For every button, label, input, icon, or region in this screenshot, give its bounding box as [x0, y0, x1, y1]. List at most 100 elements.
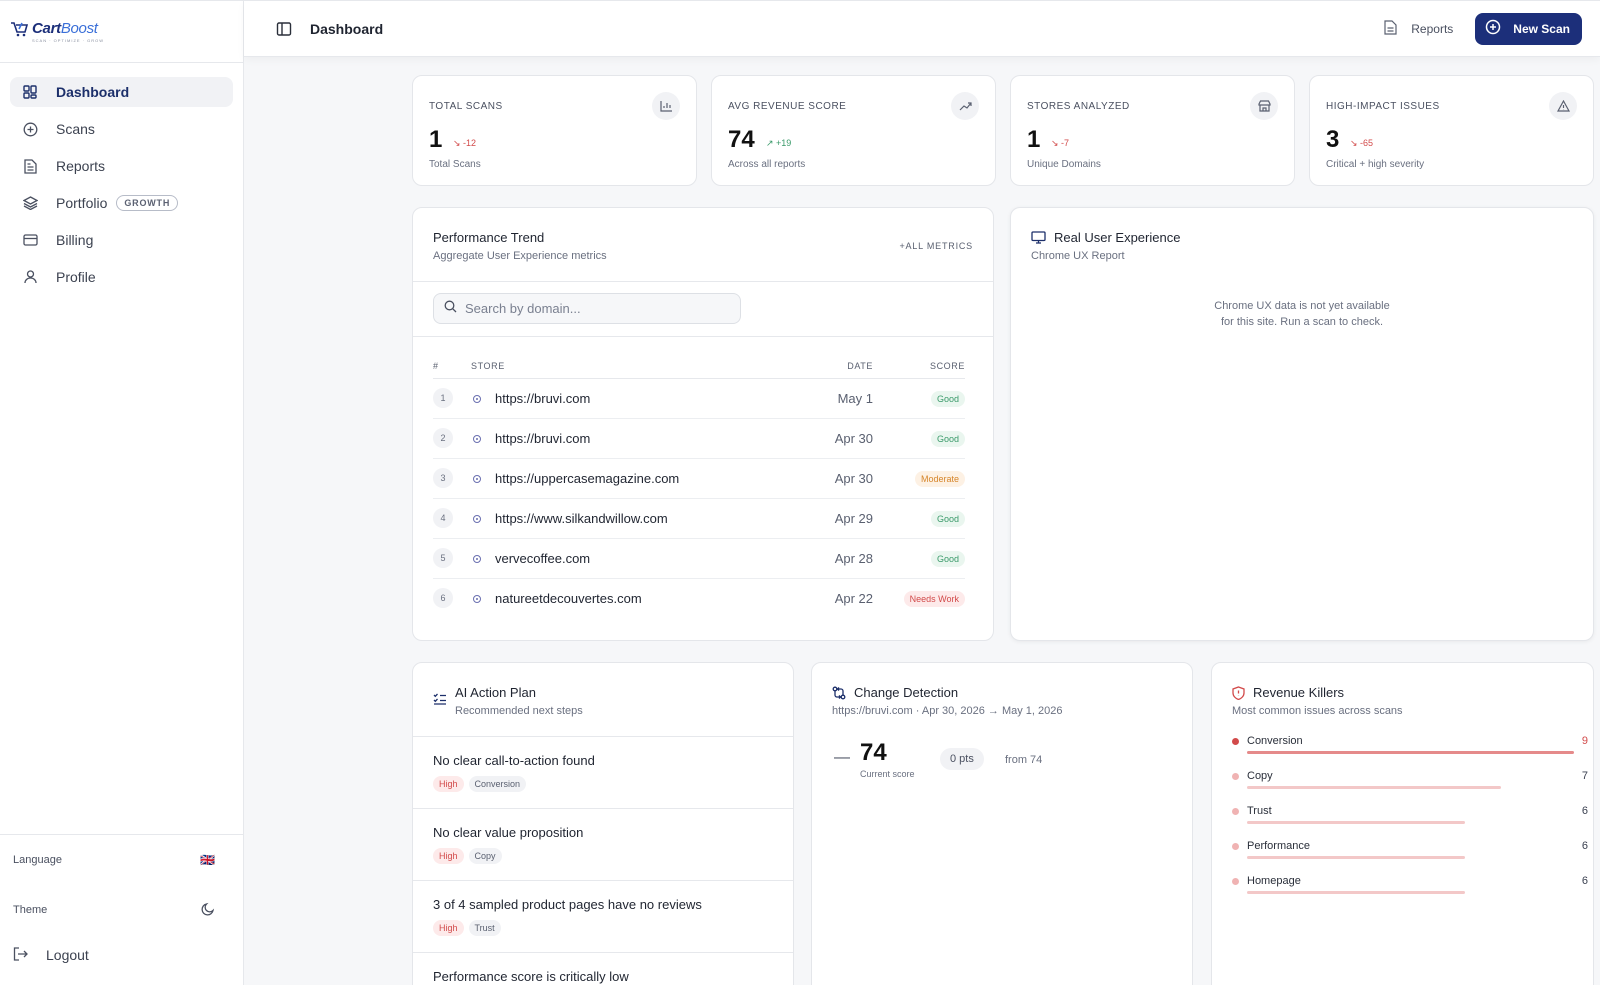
sidebar-item-portfolio[interactable]: Portfolio GROWTH — [10, 188, 233, 218]
logout-icon — [13, 946, 28, 964]
sidebar-item-label: Dashboard — [56, 84, 130, 100]
row-date: Apr 28 — [793, 538, 873, 579]
top-header: Dashboard Reports New Scan — [244, 0, 1600, 57]
action-item[interactable]: No clear call-to-action found High Conve… — [413, 736, 793, 808]
stat-label: TOTAL SCANS — [429, 101, 503, 112]
search-input[interactable] — [465, 301, 715, 316]
sidebar-item-reports[interactable]: Reports — [10, 151, 233, 181]
action-title: No clear call-to-action found — [433, 753, 595, 768]
killer-label: Performance — [1247, 840, 1310, 852]
stat-delta: ↘ -65 — [1350, 138, 1374, 148]
store-url[interactable]: https://bruvi.com — [495, 430, 591, 446]
new-scan-button[interactable]: New Scan — [1475, 12, 1582, 45]
git-compare-icon — [832, 686, 846, 700]
killer-label: Conversion — [1247, 735, 1303, 747]
search-icon — [444, 300, 457, 318]
severity-tag: High — [433, 848, 464, 864]
theme-row[interactable]: Theme — [0, 885, 243, 935]
killer-bar — [1247, 821, 1465, 824]
stat-sub: Unique Domains — [1027, 159, 1101, 170]
logout-button[interactable]: Logout — [0, 935, 243, 975]
table-row[interactable]: 4 https://www.silkandwillow.com Apr 29 G… — [433, 498, 965, 539]
header-reports-link[interactable]: Reports — [1384, 19, 1454, 38]
change-range: https://bruvi.com · Apr 30, 2026 → May 1… — [832, 705, 1063, 717]
category-tag: Conversion — [468, 776, 527, 792]
sidebar-item-label: Portfolio — [56, 195, 108, 211]
card-title: Revenue Killers — [1253, 685, 1345, 700]
category-tag: Trust — [468, 920, 501, 936]
table-row[interactable]: 3 https://uppercasemagazine.com Apr 30 M… — [433, 458, 965, 499]
language-row[interactable]: Language 🇬🇧 — [0, 835, 243, 885]
reports-link-label: Reports — [1411, 21, 1454, 36]
stat-value: 1 — [1027, 126, 1041, 153]
table-row[interactable]: 2 https://bruvi.com Apr 30 Good — [433, 418, 965, 459]
stat-card-stores-analyzed: STORES ANALYZED 1 ↘ -7 Unique Domains — [1010, 75, 1295, 186]
sidebar-item-profile[interactable]: Profile — [10, 262, 233, 292]
killer-bar — [1247, 891, 1465, 894]
store-url[interactable]: https://uppercasemagazine.com — [495, 470, 680, 486]
revenue-killer-row[interactable]: Copy 7 — [1232, 770, 1588, 789]
stat-value: 1 — [429, 126, 443, 153]
domain-search[interactable] — [433, 293, 741, 324]
stat-card-avg-revenue-score: AVG REVENUE SCORE 74 ↗ +19 Across all re… — [711, 75, 996, 186]
table-row[interactable]: 5 vervecoffee.com Apr 28 Good — [433, 538, 965, 579]
card-title: AI Action Plan — [455, 685, 536, 700]
row-number: 5 — [433, 548, 453, 568]
action-item[interactable]: Performance score is critically low — [413, 952, 793, 985]
killer-count: 9 — [1581, 735, 1588, 747]
cart-logo-icon — [11, 22, 29, 37]
plus-circle-icon — [1485, 19, 1501, 38]
revenue-killer-row[interactable]: Performance 6 — [1232, 840, 1588, 859]
store-url[interactable]: https://www.silkandwillow.com — [495, 510, 668, 526]
revenue-killer-row[interactable]: Trust 6 — [1232, 805, 1588, 824]
row-number: 6 — [433, 588, 453, 609]
user-icon — [22, 269, 38, 285]
sidebar-item-label: Billing — [56, 232, 94, 248]
col-score[interactable]: SCORE — [873, 354, 965, 379]
sidebar-toggle-icon[interactable] — [276, 21, 292, 37]
stat-delta: ↗ +19 — [766, 138, 792, 148]
sidebar-item-scans[interactable]: Scans — [10, 114, 233, 144]
globe-icon — [473, 434, 481, 443]
uk-flag-icon[interactable]: 🇬🇧 — [200, 853, 215, 867]
empty-state-line1: Chrome UX data is not yet available — [1214, 300, 1390, 312]
severity-dot — [1232, 842, 1239, 850]
action-item[interactable]: 3 of 4 sampled product pages have no rev… — [413, 880, 793, 952]
current-score-label: Current score — [860, 769, 915, 779]
killer-count: 6 — [1581, 875, 1588, 887]
revenue-killer-row[interactable]: Homepage 6 — [1232, 875, 1588, 894]
col-store[interactable]: STORE — [471, 354, 793, 379]
moon-icon[interactable] — [201, 902, 215, 919]
table-row[interactable]: 1 https://bruvi.com May 1 Good — [433, 378, 965, 419]
plus-circle-icon — [22, 121, 38, 137]
revenue-killer-row[interactable]: Conversion 9 — [1232, 735, 1588, 754]
trending-up-icon — [951, 92, 979, 120]
page-title: Dashboard — [310, 20, 384, 37]
store-url[interactable]: https://bruvi.com — [495, 390, 591, 406]
store-url[interactable]: vervecoffee.com — [495, 550, 591, 566]
theme-label: Theme — [13, 904, 48, 916]
globe-icon — [473, 394, 481, 403]
shield-alert-icon — [1232, 685, 1245, 700]
sidebar-item-billing[interactable]: Billing — [10, 225, 233, 255]
table-row[interactable]: 6 natureetdecouvertes.com Apr 22 Needs W… — [433, 578, 965, 618]
action-title: Performance score is critically low — [433, 969, 629, 984]
score-badge: Good — [930, 430, 965, 447]
col-date[interactable]: DATE — [793, 354, 873, 379]
row-date: Apr 29 — [793, 498, 873, 539]
category-tag: Copy — [468, 848, 502, 864]
warning-icon — [1549, 92, 1577, 120]
score-badge: Good — [930, 510, 965, 527]
new-scan-label: New Scan — [1513, 21, 1570, 36]
growth-badge: GROWTH — [116, 195, 179, 211]
stat-label: AVG REVENUE SCORE — [728, 101, 847, 112]
col-num: # — [433, 354, 471, 379]
action-item[interactable]: No clear value proposition High Copy — [413, 808, 793, 880]
cartboost-logo[interactable]: CartBoost SCAN · OPTIMIZE · GROW — [10, 20, 104, 43]
killer-label: Copy — [1247, 770, 1273, 782]
globe-icon — [473, 474, 481, 483]
revenue-killers-card: Revenue Killers Most common issues acros… — [1211, 662, 1594, 985]
all-metrics-button[interactable]: +ALL METRICS — [899, 241, 973, 251]
sidebar-item-dashboard[interactable]: Dashboard — [10, 77, 233, 107]
store-url[interactable]: natureetdecouvertes.com — [495, 590, 642, 606]
